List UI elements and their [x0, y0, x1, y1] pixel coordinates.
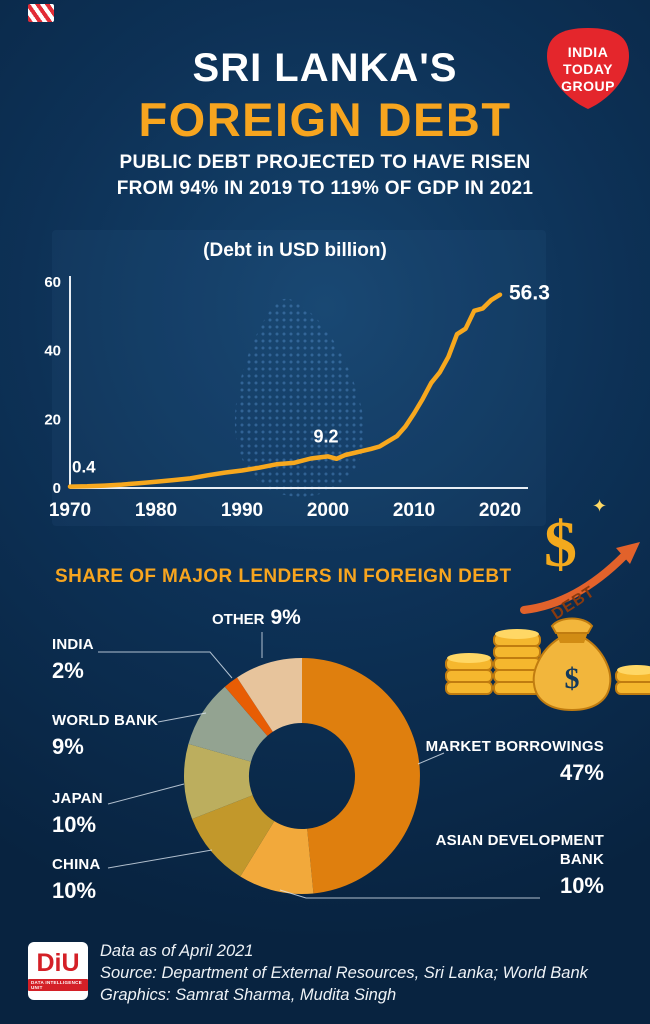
label-other-pct: 9% — [270, 606, 301, 629]
subtitle-line1: PUBLIC DEBT PROJECTED TO HAVE RISEN — [119, 152, 531, 173]
label-japan-name: JAPAN — [52, 790, 103, 807]
logo-line-3: GROUP — [561, 78, 615, 94]
dollar-icon: $ — [544, 508, 577, 581]
donut-label-other: OTHER 9% — [212, 606, 301, 630]
donut-label-adb: ASIAN DEVELOPMENT BANK 10% — [434, 832, 604, 899]
x-tick-label: 1990 — [221, 500, 263, 521]
footer-line1: Data as of April 2021 — [100, 942, 254, 960]
label-adb-name: ASIAN DEVELOPMENT BANK — [435, 832, 604, 868]
y-tick-label: 20 — [44, 411, 61, 428]
page-title-line1: SRI LANKA'S — [192, 46, 458, 90]
arrow-head-icon — [616, 542, 640, 564]
logo-line-2: TODAY — [563, 61, 613, 77]
diu-logo-text: DiU — [36, 949, 80, 977]
donut-segment-india — [224, 677, 273, 736]
footer-line3: Graphics: Samrat Sharma, Mudita Singh — [100, 985, 397, 1004]
coin-stack-icon — [445, 629, 650, 695]
debt-line-chart: 0 20 40 60 1970 1980 1990 2000 2010 2020 0.4 9.2 56.… — [44, 274, 550, 521]
footer-line2: Source: Department of External Resources… — [100, 963, 588, 982]
x-tick-label: 2000 — [307, 500, 349, 521]
donut-segment-market-borrowings — [302, 658, 420, 894]
diu-logo: DiU DATA INTELLIGENCE UNIT — [28, 942, 88, 1000]
x-tick-label: 2010 — [393, 500, 435, 521]
label-india-pct: 2% — [52, 657, 84, 683]
logo-line-1: INDIA — [568, 44, 609, 60]
page-subtitle: PUBLIC DEBT PROJECTED TO HAVE RISEN FROM… — [0, 150, 650, 201]
y-tick-label: 40 — [44, 343, 61, 360]
diu-logo-caption: DATA INTELLIGENCE UNIT — [28, 979, 88, 991]
label-market-pct: 47% — [559, 759, 604, 785]
line-chart-title: (Debt in USD billion) — [203, 240, 387, 261]
label-china-pct: 10% — [52, 877, 97, 903]
y-tick-label: 60 — [44, 274, 61, 291]
page-title-line2: FOREIGN DEBT — [138, 93, 512, 146]
donut-section-title: SHARE OF MAJOR LENDERS IN FOREIGN DEBT — [55, 566, 512, 587]
donut-segment-other — [237, 658, 302, 732]
x-tick-label: 1980 — [135, 500, 177, 521]
donut-label-japan: JAPAN 10% — [52, 790, 103, 838]
x-tick-label: 2020 — [479, 500, 521, 521]
footer-credits: Data as of April 2021 Source: Department… — [100, 941, 645, 1006]
subtitle-line2: FROM 94% IN 2019 TO 119% OF GDP IN 2021 — [116, 177, 534, 199]
donut-label-world-bank: WORLD BANK 9% — [52, 712, 158, 760]
sparkle-icon: ✦ — [592, 496, 607, 516]
rising-arrow-icon — [520, 552, 628, 614]
lenders-donut-chart — [183, 658, 420, 894]
donut-label-india: INDIA 2% — [52, 636, 94, 684]
corner-ribbon-icon — [28, 4, 54, 22]
label-japan-pct: 10% — [52, 811, 97, 837]
x-tick-label: 1970 — [49, 500, 91, 521]
label-china-name: CHINA — [52, 856, 101, 873]
y-tick-label: 0 — [53, 480, 61, 497]
donut-segment-japan — [183, 743, 253, 819]
data-point-label: 56.3 — [509, 282, 550, 305]
debt-line-series — [67, 292, 503, 489]
label-india-name: INDIA — [52, 636, 94, 653]
money-bag-icon: $ — [532, 617, 612, 712]
donut-segment-asian-development-bank — [240, 821, 314, 894]
label-other-name: OTHER — [212, 611, 265, 628]
donut-label-china: CHINA 10% — [52, 856, 101, 904]
bag-dollar-icon: $ — [565, 662, 580, 695]
sri-lanka-map — [234, 298, 365, 497]
data-point-label: 9.2 — [313, 426, 338, 446]
donut-segment-china — [192, 795, 275, 877]
logo-shield-shape — [547, 28, 629, 109]
label-adb-pct: 10% — [559, 872, 604, 898]
label-market-name: MARKET BORROWINGS — [425, 738, 604, 755]
debt-arrow-label: DEBT — [549, 583, 598, 623]
label-world-bank-name: WORLD BANK — [52, 712, 159, 729]
data-point-label: 0.4 — [72, 458, 96, 477]
debt-growth-illustration: ✦ $ DEBT $ — [445, 496, 650, 712]
label-world-bank-pct: 9% — [52, 733, 84, 759]
donut-label-market-borrowings: MARKET BORROWINGS 47% — [424, 738, 604, 786]
india-today-group-logo: INDIA TODAY GROUP — [547, 28, 629, 109]
donut-segment-world-bank — [188, 686, 268, 762]
